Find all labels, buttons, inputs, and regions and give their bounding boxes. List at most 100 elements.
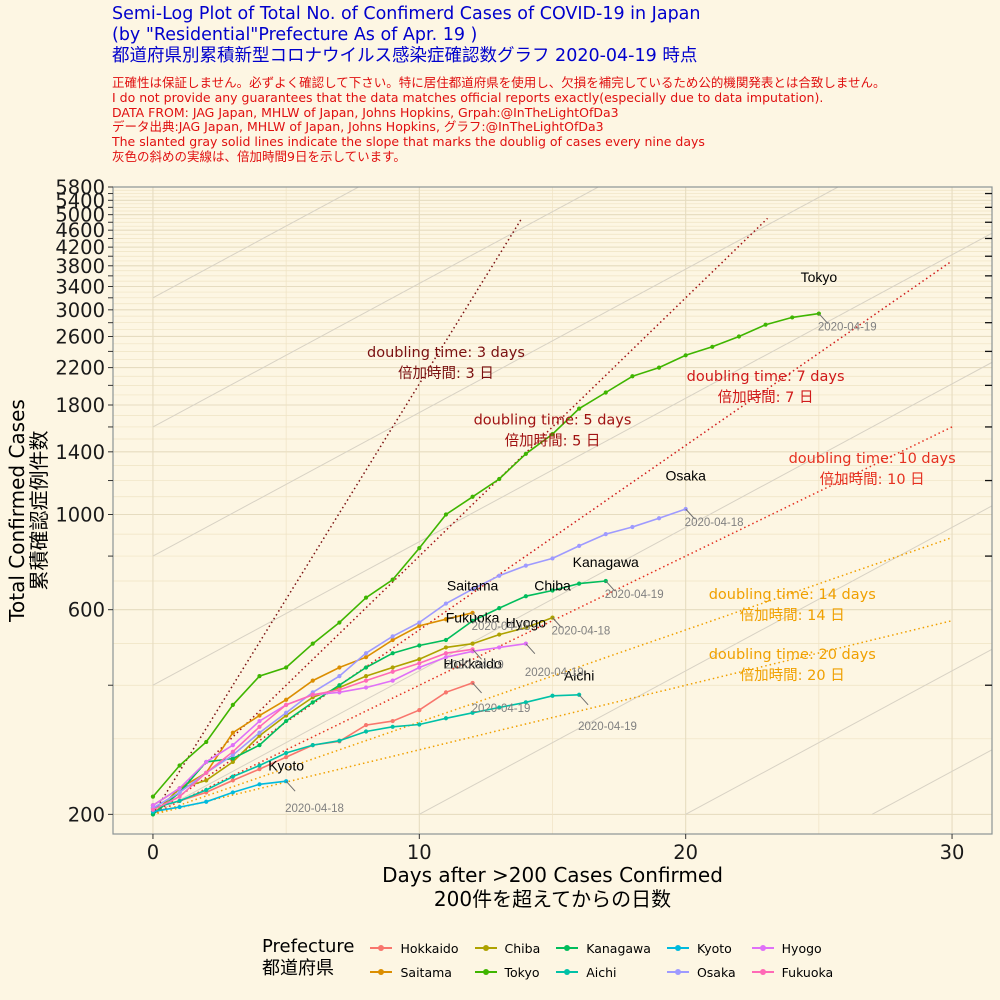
data-point-tokyo [204,739,209,745]
data-point-osaka [230,752,235,758]
nine-day-reference-line [152,187,840,557]
data-point-hokkaido [390,718,395,724]
nine-day-reference-line [871,749,992,815]
legend-title: Prefecture 都道府県 [262,936,354,980]
legend-key [473,966,499,978]
data-point-aichi [230,774,235,779]
legend-key [368,942,394,954]
doubling-line-14-days [152,536,953,816]
legend-item-chiba: Chiba [473,936,540,960]
data-point-osaka [656,516,662,521]
data-point-saitama [443,617,449,622]
date-label-saitama: 2020-04-18 [472,621,531,633]
legend-key [750,942,776,954]
data-point-hyogo [230,743,235,748]
semilog-line-chart: Tokyo Osaka Kanagawa Saitama Chiba Fukuoka Hyo… [5,176,993,911]
doubling-label-en-10: doubling time: 10 days [789,451,956,467]
data-point-aichi [497,705,502,710]
data-point-aichi [417,722,422,727]
y-tick-label: 600 [68,599,105,622]
end-label-chiba: Chiba [534,578,571,594]
data-point-aichi [177,798,182,803]
data-point-chiba [417,657,422,662]
data-point-chiba [523,625,528,630]
data-point-osaka [443,601,449,606]
data-point-fukuoka [443,651,449,656]
label-connector-saitama [472,612,482,624]
data-point-chiba [443,645,449,650]
data-point-osaka [497,573,502,578]
data-point-saitama [390,637,395,643]
legend-key-point [564,969,571,975]
y-tick-label: 5400 [55,189,105,212]
data-point-hyogo [363,685,369,690]
data-point-fukuoka [390,669,395,674]
legend-label: Osaka [696,964,736,980]
doubling-label-ja-14: 倍加時間: 14 日 [740,607,845,624]
doubling-label-ja-5: 倍加時間: 5 日 [505,433,601,450]
data-point-hokkaido [230,778,235,783]
data-point-kanagawa [523,594,528,599]
y-tick-label: 3000 [55,299,105,322]
label-connector-chiba [552,617,562,628]
data-point-osaka [550,556,555,561]
series-line-chiba [152,616,553,815]
data-point-hyogo [177,786,182,791]
legend-item-hokkaido: Hokkaido [368,936,459,960]
y-tick-label: 2600 [55,325,105,348]
data-point-osaka [417,620,422,625]
nine-day-reference-line [685,648,992,815]
data-point-tokyo [550,431,555,437]
series-group [150,311,821,817]
data-point-tokyo [603,390,608,395]
data-point-hyogo [417,665,422,670]
chart-title-line-2: (by "Residential"Prefecture As of Apr. 1… [112,25,478,45]
data-point-tokyo [656,365,662,370]
date-label-kyoto: 2020-04-18 [285,803,344,815]
axes: 2006001000140018002200260030003400380042… [5,176,992,911]
y-tick-label: 4200 [55,236,105,259]
data-point-fukuoka [337,687,342,693]
chart-title-line-3: 都道府県別累積新型コロナウイルス感染症確認数グラフ 2020-04-19 時点 [112,46,698,66]
data-point-aichi [363,729,369,734]
end-label-hokkaido: Hokkaido [443,655,502,671]
data-point-chiba [257,733,262,738]
doubling-line-20-days [152,619,953,816]
end-label-tokyo: Tokyo [801,269,838,285]
y-tick-label: 200 [68,803,105,826]
data-point-aichi [337,738,342,743]
data-point-tokyo [710,344,715,349]
data-point-tokyo [630,374,635,379]
legend-label: Saitama [400,964,452,980]
end-label-saitama: Saitama [447,578,499,594]
data-point-saitama [310,678,315,683]
legend-key [750,966,776,978]
legend-title-en: Prefecture [262,936,355,957]
data-point-hyogo [204,759,209,765]
y-tick-label: 1800 [55,394,105,417]
data-point-tokyo [257,674,262,679]
data-point-osaka [470,587,475,592]
doubling-label-en-5: doubling time: 5 days [474,413,632,429]
data-point-tokyo [417,546,422,551]
legend-label: Kanagawa [586,940,651,956]
data-point-saitama [230,730,235,735]
y-tick-label: 1000 [55,504,105,527]
data-point-osaka [337,674,342,679]
data-point-tokyo [284,665,289,670]
data-point-hokkaido [363,722,369,728]
data-point-kanagawa [337,683,342,688]
y-tick-label: 5800 [55,176,105,199]
legend-item-fukuoka: Fukuoka [750,960,833,984]
chart-notes: 正確性は保証しません。必ずよく確認して下さい。特に居住都道府県を使用し、欠損を補… [112,75,992,165]
data-point-osaka [284,710,289,715]
data-point-aichi [470,710,475,715]
doubling-label-ja-10: 倍加時間: 10 日 [820,471,925,488]
date-label-chiba: 2020-04-18 [552,626,611,638]
data-point-chiba [363,674,369,679]
legend-label: Hyogo [781,940,822,956]
data-point-fukuoka [310,692,315,697]
data-point-tokyo [443,512,449,517]
data-point-osaka [177,790,182,795]
y-tick-label: 3800 [55,255,105,278]
